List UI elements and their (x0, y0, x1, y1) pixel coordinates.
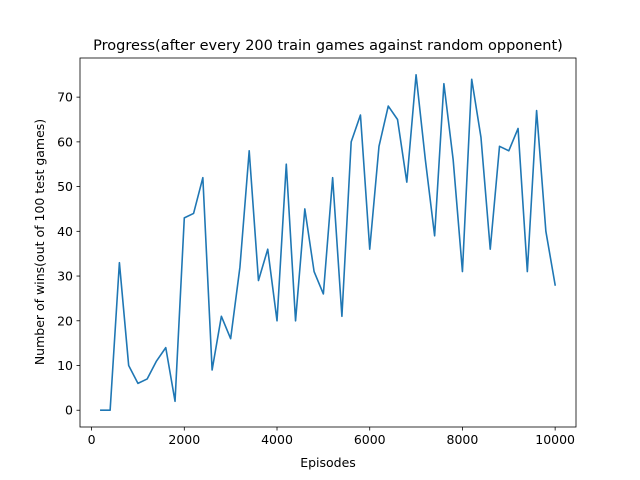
x-tick-label: 10000 (535, 432, 575, 447)
y-tick-label: 70 (57, 90, 73, 105)
y-axis-label: Number of wins(out of 100 test games) (32, 119, 47, 365)
x-tick-label: 2000 (168, 432, 200, 447)
x-tick-label: 4000 (261, 432, 293, 447)
y-tick-label: 60 (57, 134, 73, 149)
chart-title: Progress(after every 200 train games aga… (93, 38, 563, 54)
series-layer (100, 73, 557, 412)
y-tick-label: 40 (57, 224, 73, 239)
y-tick-label: 0 (65, 403, 73, 418)
x-tick-label: 6000 (354, 432, 386, 447)
ticks-layer: 0 2000 4000 6000 8000 10000 0 10 20 30 40 50 60 70 (57, 90, 575, 447)
plot-frame (79, 57, 577, 428)
x-axis-label: Episodes (300, 455, 356, 470)
y-tick-label: 30 (57, 269, 73, 284)
y-tick-label: 50 (57, 179, 73, 194)
series-line-0 (100, 73, 557, 412)
y-tick-label: 10 (57, 358, 73, 373)
x-tick-label: 8000 (447, 432, 479, 447)
y-tick-label: 20 (57, 313, 73, 328)
x-tick-label: 0 (88, 432, 96, 447)
